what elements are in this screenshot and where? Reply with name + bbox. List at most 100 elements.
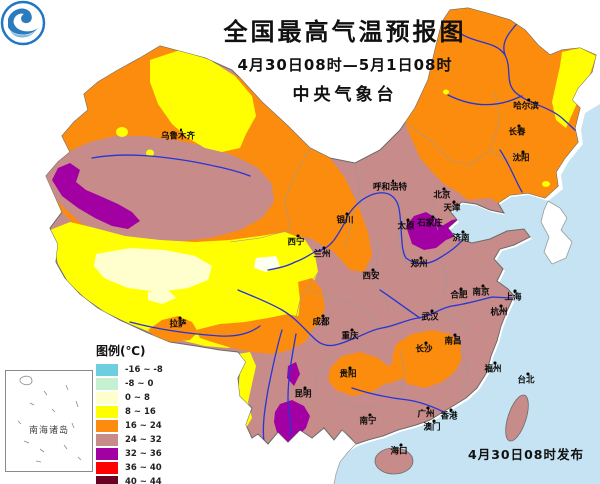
city-dot — [350, 328, 354, 331]
city-label: 福州 — [484, 361, 502, 375]
city-label: 拉萨 — [169, 316, 187, 330]
tarim-river — [91, 154, 251, 177]
region-purple-tarim — [52, 163, 140, 229]
city-dot — [430, 309, 434, 312]
legend-range-label: 36 ~ 40 — [125, 462, 162, 473]
city-dot — [431, 215, 434, 218]
city-label: 银川 — [336, 212, 354, 226]
city-dot — [345, 212, 349, 215]
city-label: 天津 — [443, 200, 461, 214]
city-dot — [521, 150, 525, 153]
city-dot — [493, 361, 497, 364]
legend-range-label: 24 ~ 32 — [125, 434, 162, 445]
city-dot — [368, 413, 372, 416]
pearl-river — [351, 387, 449, 415]
legend-range-label: 40 ~ 44 — [125, 476, 162, 484]
city-dot — [371, 268, 375, 271]
mekong-river — [262, 329, 283, 443]
province-borders — [229, 91, 521, 409]
city-dot — [481, 284, 485, 287]
city-label: 上海 — [504, 289, 522, 303]
inset-islands — [17, 375, 82, 463]
city-label: 重庆 — [341, 328, 359, 342]
legend-swatch — [96, 363, 118, 376]
city-label: 太原 — [397, 218, 415, 232]
legend-item: 24 ~ 32 — [96, 433, 163, 446]
han-river — [379, 289, 421, 319]
legend-range-label: 0 ~ 8 — [125, 392, 150, 403]
region-orange-northeast — [405, 8, 596, 203]
city-dot — [499, 304, 503, 307]
region-yellow-northeast — [552, 48, 596, 128]
legend-item: 0 ~ 8 — [96, 391, 163, 404]
city-label: 西宁 — [287, 234, 305, 248]
city-dot — [426, 406, 430, 409]
city-label: 澳门 — [423, 419, 441, 433]
city-label: 呼和浩特 — [373, 179, 407, 193]
city-dot — [303, 386, 307, 389]
city-label: 海口 — [390, 443, 408, 457]
city-dot — [513, 289, 517, 292]
city-label: 杭州 — [490, 304, 508, 318]
salween-river — [287, 333, 297, 437]
legend-item: 8 ~ 16 — [96, 405, 163, 418]
city-label: 济南 — [452, 230, 470, 244]
city-dot — [424, 341, 428, 344]
legend-item: 16 ~ 24 — [96, 419, 163, 432]
city-dot — [399, 443, 403, 446]
legend-item: -8 ~ 0 — [96, 377, 163, 390]
region-pale-tibet — [94, 248, 212, 292]
yangtze-river — [237, 289, 513, 347]
region-orange-guizhou — [328, 352, 390, 396]
city-label: 贵阳 — [339, 366, 357, 380]
region-orange-spot-ningxia — [336, 238, 352, 256]
city-label: 乌鲁木齐 — [161, 128, 195, 142]
sea — [334, 104, 600, 484]
liao-river — [499, 149, 523, 193]
cma-logo-icon — [0, 0, 46, 46]
legend-swatch — [96, 377, 118, 390]
korea-landmass — [540, 200, 573, 265]
city-label: 合肥 — [450, 287, 468, 301]
city-dot — [449, 408, 453, 411]
legend-item: 36 ~ 40 — [96, 461, 163, 474]
city-label: 北京 — [433, 187, 451, 201]
legend-title: 图例(℃) — [96, 344, 146, 358]
legend-swatch — [96, 405, 118, 418]
legend-items: -16 ~ -8 -8 ~ 0 0 ~ 8 8 ~ 16 16 ~ 24 24 ~ 32 3… — [96, 363, 163, 484]
region-pale-tibet-small — [148, 290, 176, 304]
city-dot — [432, 419, 436, 422]
city-label: 南京 — [472, 284, 490, 298]
city-dot — [459, 287, 463, 290]
legend-range-label: 32 ~ 36 — [125, 448, 162, 459]
legend-swatch — [96, 475, 118, 484]
legend-item: -16 ~ -8 — [96, 363, 163, 376]
agency-name: 中央气象台 — [292, 85, 398, 105]
city-label: 长沙 — [415, 341, 433, 355]
city-label: 兰州 — [313, 246, 331, 260]
city-label: 沈阳 — [512, 150, 530, 164]
city-dot — [322, 246, 326, 249]
forecast-period: 4月30日08时—5月1日08时 — [237, 56, 453, 74]
inset-label: 南海诸岛 — [28, 426, 69, 436]
rivers — [91, 19, 576, 443]
region-yellow-spot — [116, 127, 128, 137]
taiwan-island — [505, 394, 529, 442]
city-dot — [179, 128, 183, 131]
brahmaputra-river — [129, 321, 261, 337]
city-label: 昆明 — [294, 386, 312, 400]
city-dot — [321, 314, 325, 317]
region-orange-lhasa — [148, 316, 198, 342]
city-label: 长春 — [508, 124, 526, 138]
temperature-legend: 图例(℃) -16 ~ -8 -8 ~ 0 0 ~ 8 8 ~ 16 16 ~ 24 24… — [96, 342, 163, 484]
city-label: 郑州 — [410, 256, 428, 270]
legend-swatch — [96, 433, 118, 446]
legend-item: 32 ~ 36 — [96, 447, 163, 460]
region-pale-qinghai — [254, 256, 280, 272]
city-dot — [296, 234, 300, 237]
hainan-island — [374, 447, 414, 475]
legend-range-label: -8 ~ 0 — [125, 378, 154, 389]
city-label: 台北 — [517, 372, 535, 386]
region-orange-hengduan — [298, 278, 325, 332]
